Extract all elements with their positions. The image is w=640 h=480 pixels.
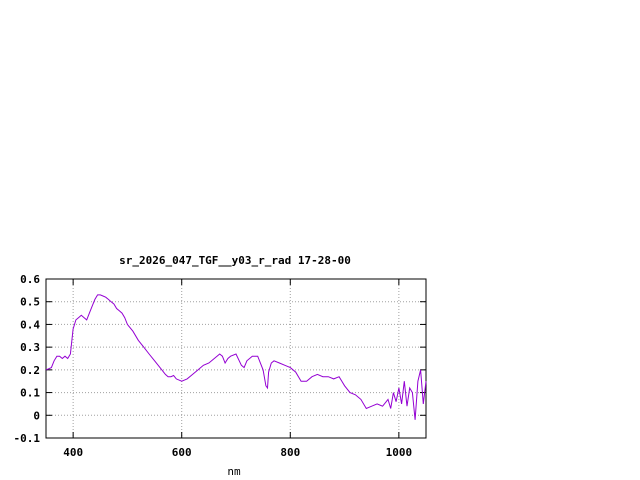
x-tick-label: 600 — [172, 446, 192, 459]
chart-title: sr_2026_047_TGF__y03_r_rad 17-28-00 — [119, 254, 351, 267]
y-tick-label: 0.1 — [20, 387, 40, 400]
y-tick-label: 0.6 — [20, 273, 40, 286]
plot-frame — [45, 278, 427, 439]
x-tick-label: 400 — [63, 446, 83, 459]
grid-lines — [46, 279, 426, 438]
x-tick-label: 800 — [280, 446, 300, 459]
y-tick-label: 0.5 — [20, 296, 40, 309]
y-tick-label: 0.4 — [20, 318, 40, 331]
axis-ticks: -0.1 0 0.1 0.2 0.3 0.4 0.5 0.6 400 600 800 1000 — [14, 273, 426, 459]
x-axis-label: nm — [227, 465, 241, 478]
series-layer — [45, 294, 427, 420]
y-tick-label: 0 — [33, 409, 40, 422]
y-tick-label: 0.2 — [20, 364, 40, 377]
x-tick-label: 1000 — [386, 446, 413, 459]
y-tick-label: -0.1 — [14, 432, 41, 445]
series-line — [45, 294, 427, 420]
y-tick-label: 0.3 — [20, 341, 40, 354]
